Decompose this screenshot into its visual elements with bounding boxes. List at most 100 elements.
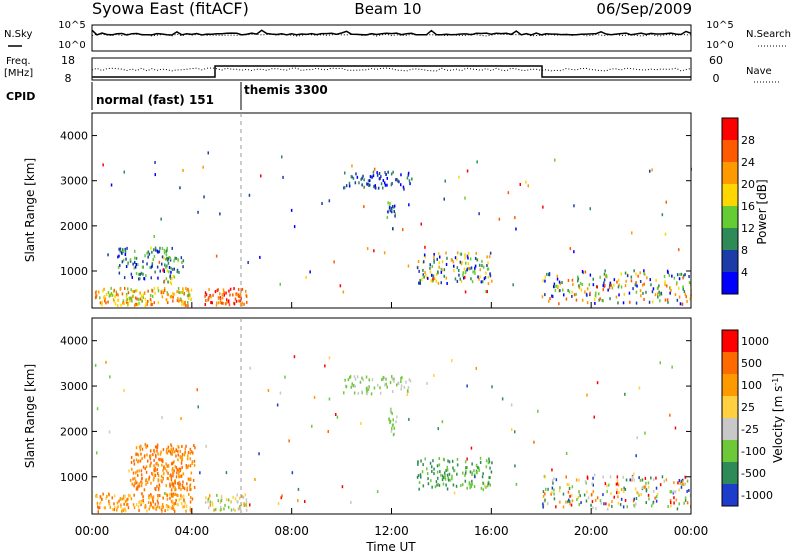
scatter-cell-421 — [135, 458, 138, 462]
scatter-cell-390 — [382, 186, 384, 190]
scatter-cell-89 — [167, 505, 170, 509]
scatter-cell-434 — [372, 170, 375, 174]
scatter-cell-632 — [442, 482, 445, 486]
scatter-cell-171 — [113, 506, 116, 509]
scatter-cell-355 — [228, 303, 231, 307]
scatter-cell-989 — [279, 391, 282, 395]
scatter-cell-0 — [190, 496, 192, 499]
scatter-cell-526 — [400, 384, 403, 388]
scatter-cell-128 — [174, 501, 177, 505]
scatter-cell-672 — [464, 471, 467, 475]
scatter-cell-167 — [111, 293, 114, 297]
scatter-cell-327 — [178, 481, 181, 485]
scatter-cell-794 — [519, 183, 521, 186]
scatter-cell-132 — [173, 509, 176, 513]
scatter-cell-781 — [673, 276, 676, 280]
scatter-cell-317 — [150, 481, 152, 485]
scatter-cell-136 — [174, 493, 176, 497]
scatter-cell-328 — [185, 464, 188, 467]
scatter-cell-102 — [101, 300, 103, 304]
scatter-cell-187 — [119, 264, 121, 268]
scatter-cell-656 — [559, 282, 562, 286]
scatter-cell-483 — [220, 496, 223, 500]
scatter-cell-169 — [117, 298, 120, 302]
scatter-cell-682 — [466, 466, 468, 469]
scatter-cell-799 — [464, 196, 466, 200]
scatter-cell-835 — [542, 490, 545, 494]
scatter-cell-352 — [210, 295, 212, 299]
scatter-cell-160 — [140, 294, 143, 298]
scatter-cell-435 — [160, 458, 163, 462]
scatter-cell-658 — [435, 480, 438, 484]
scatter-cell-184 — [156, 265, 159, 269]
scatter-cell-501 — [416, 266, 419, 270]
scatter-cell-515 — [454, 277, 457, 281]
scatter-cell-305 — [140, 480, 142, 484]
scatter-cell-785 — [547, 487, 549, 491]
scatter-cell-281 — [173, 275, 176, 279]
scatter-cell-981 — [636, 436, 638, 440]
scatter-cell-350 — [210, 301, 212, 304]
scatter-cell-368 — [165, 484, 167, 488]
scatter-cell-362 — [204, 291, 207, 295]
scatter-cell-676 — [656, 286, 659, 290]
scatter-cell-213 — [189, 447, 192, 451]
scatter-cell-869 — [645, 488, 648, 492]
scatter-cell-270 — [172, 485, 174, 489]
scatter-cell-158 — [99, 296, 101, 300]
scatter-cell-883 — [633, 497, 635, 501]
scatter-cell-567 — [417, 260, 420, 263]
scatter-cell-704 — [635, 272, 637, 276]
scatter-cell-542 — [418, 281, 420, 285]
scatter-cell-519 — [470, 266, 473, 270]
scatter-cell-908 — [569, 494, 571, 498]
scatter-cell-750 — [591, 493, 593, 496]
scatter-cell-812 — [583, 493, 586, 497]
scatter-cell-683 — [584, 270, 587, 274]
scatter-cell-820 — [664, 232, 667, 236]
scatter-cell-924 — [197, 405, 199, 409]
scatter-cell-687 — [635, 281, 637, 284]
scatter-cell-727 — [638, 493, 640, 497]
scatter-cell-823 — [631, 475, 634, 479]
scatter-cell-413 — [191, 460, 194, 464]
scatter-cell-746 — [657, 292, 659, 296]
scatter-cell-512 — [437, 281, 440, 285]
scatter-cell-257 — [152, 258, 154, 262]
scatter-cell-152 — [116, 508, 118, 512]
scatter-cell-516 — [430, 279, 432, 283]
scatter-cell-357 — [236, 293, 239, 297]
scatter-cell-45 — [125, 293, 128, 296]
scatter-cell-28 — [120, 303, 122, 307]
scatter-cell-865 — [599, 499, 602, 503]
scatter-cell-19 — [189, 506, 192, 510]
scatter-cell-395 — [378, 172, 381, 175]
scatter-cell-842 — [333, 260, 335, 264]
scatter-cell-456 — [387, 210, 389, 214]
scatter-cell-1000 — [514, 464, 516, 468]
scatter-cell-817 — [644, 485, 647, 489]
scatter-cell-979 — [96, 451, 98, 455]
scatter-cell-605 — [650, 283, 652, 287]
scatter-cell-216 — [144, 254, 146, 258]
scatter-cell-429 — [356, 175, 359, 179]
scatter-cell-689 — [447, 459, 449, 463]
scatter-cell-275 — [180, 461, 183, 465]
scatter-cell-406 — [363, 178, 365, 182]
scatter-cell-54 — [105, 496, 107, 500]
scatter-cell-417 — [390, 172, 393, 176]
scatter-cell-190 — [169, 474, 171, 477]
scatter-cell-8 — [150, 299, 152, 303]
scatter-cell-235 — [129, 258, 132, 262]
scatter-cell-102 — [120, 503, 122, 507]
scatter-cell-118 — [157, 493, 159, 497]
scatter-cell-511 — [436, 257, 438, 261]
scatter-cell-52 — [177, 287, 180, 290]
xtick-6: 00:00 — [674, 524, 709, 538]
scatter-cell-465 — [245, 498, 248, 502]
scatter-cell-480 — [475, 251, 477, 255]
scatter-cell-875 — [407, 264, 410, 268]
scatter-cell-537 — [393, 379, 395, 383]
scatter-cell-868 — [684, 482, 686, 486]
